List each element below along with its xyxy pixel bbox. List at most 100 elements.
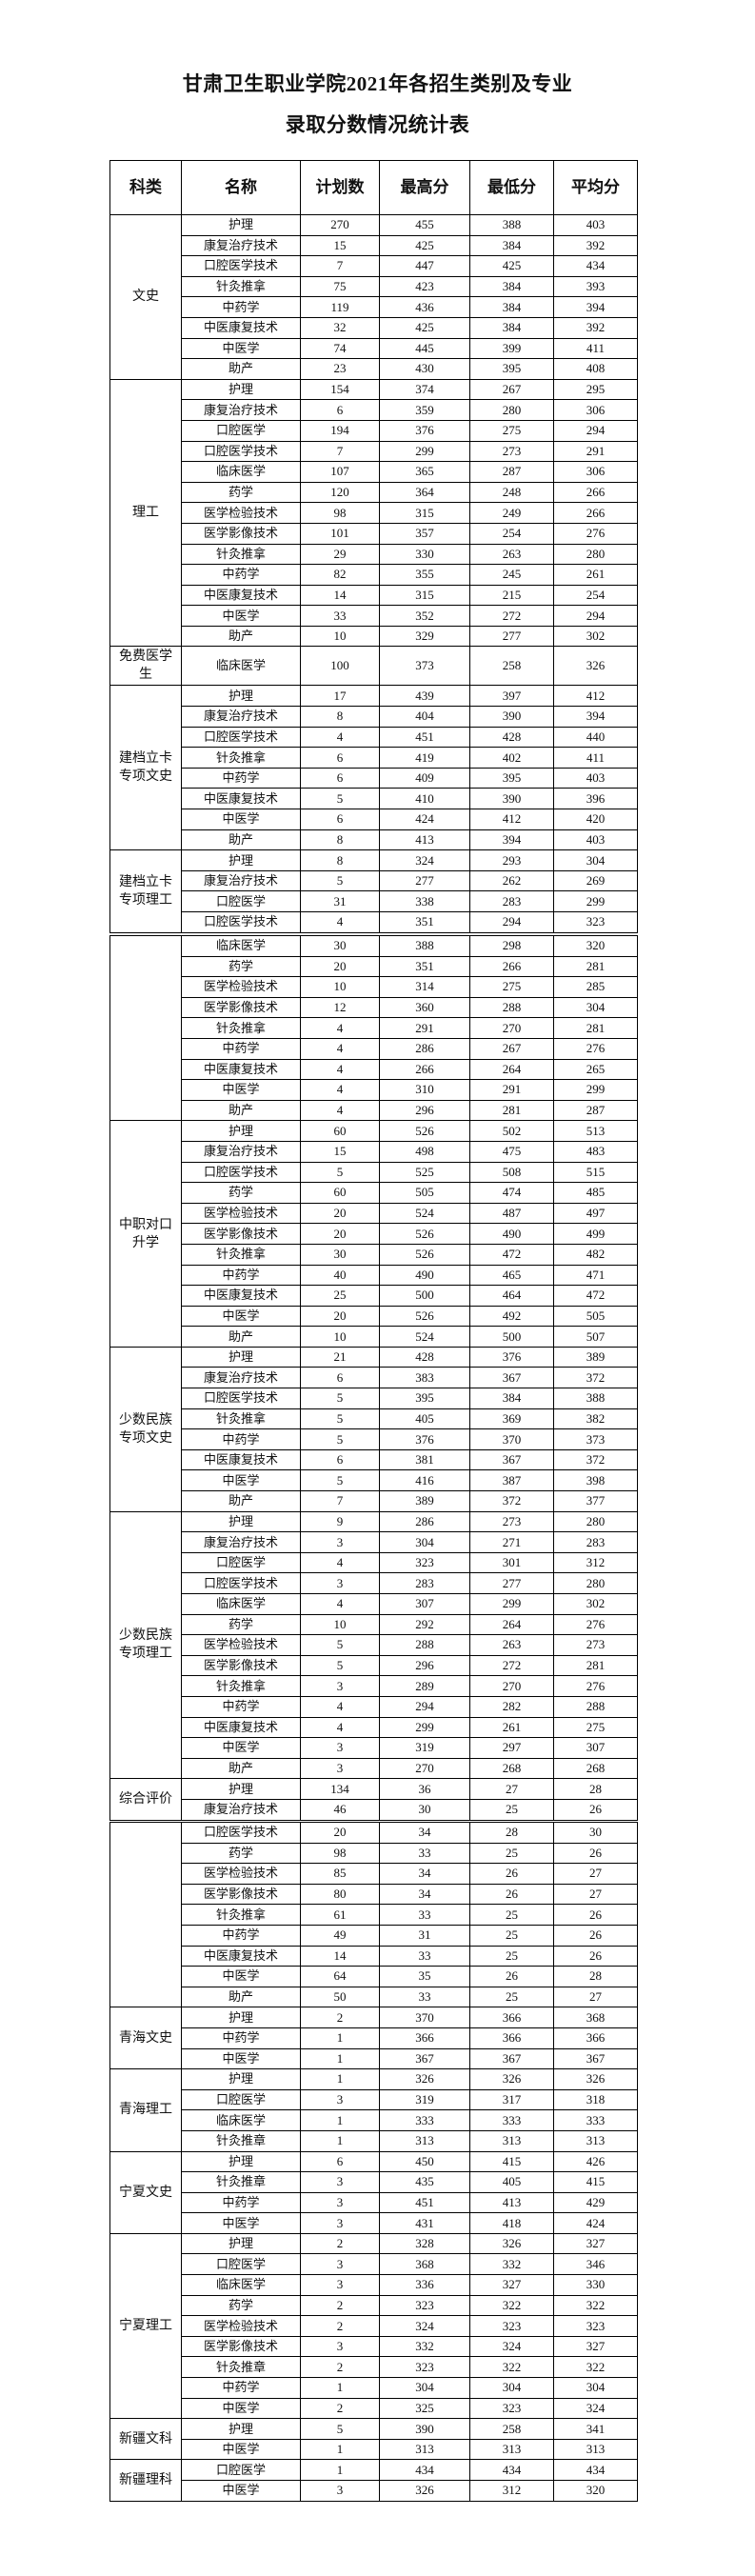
plan-count-cell: 30 [300, 935, 380, 957]
major-name-cell: 口腔医学技术 [181, 726, 301, 749]
plan-count-cell: 20 [300, 1305, 380, 1328]
major-name-cell: 中医康复技术 [181, 1285, 301, 1307]
min-score-cell: 254 [469, 522, 554, 545]
major-name-cell: 口腔医学技术 [181, 1388, 301, 1409]
major-name-cell: 中药学 [181, 1037, 301, 1060]
max-score-cell: 33 [379, 1904, 470, 1926]
max-score-cell: 455 [379, 214, 470, 236]
table-row: 口腔医学技术 4 451 428 440 [110, 726, 638, 749]
avg-score-cell: 394 [553, 296, 638, 318]
major-name-cell: 口腔医学技术 [181, 1161, 301, 1184]
plan-count-cell: 5 [300, 1634, 380, 1656]
max-score-cell: 451 [379, 2191, 470, 2214]
table-row: 助产 7 389 372 377 [110, 1490, 638, 1512]
max-score-cell: 490 [379, 1264, 470, 1287]
table-row: 口腔医学 3 319 317 318 [110, 2088, 638, 2111]
plan-count-cell: 270 [300, 214, 380, 236]
category-cell: 少数民族专项文史 [109, 1346, 182, 1512]
min-score-cell: 323 [469, 2315, 554, 2337]
min-score-cell: 326 [469, 2232, 554, 2255]
min-score-cell: 322 [469, 2294, 554, 2317]
plan-count-cell: 15 [300, 1140, 380, 1163]
plan-count-cell: 1 [300, 2459, 380, 2481]
min-score-cell: 267 [469, 378, 554, 401]
table-row: 新疆文科 护理 5 390 258 341 [109, 2418, 638, 2461]
major-name-cell: 中医学 [181, 2212, 301, 2234]
min-score-cell: 399 [469, 337, 554, 360]
avg-score-cell: 429 [553, 2191, 638, 2214]
table-row: 医学影像技术 5 296 272 281 [110, 1654, 638, 1677]
max-score-cell: 315 [379, 584, 470, 607]
table-row: 口腔医学 4 323 301 312 [110, 1551, 638, 1574]
admission-score-table-page-3: 口腔医学技术 20 34 28 30 药学 98 33 25 26 医学检验技术 85 34 26 27 医学… [109, 1821, 638, 2502]
max-score-cell: 526 [379, 1120, 470, 1142]
max-score-cell: 395 [379, 1388, 470, 1409]
major-name-cell: 中医学 [181, 1737, 301, 1759]
avg-score-cell: 304 [553, 996, 638, 1019]
major-name-cell: 临床医学 [181, 1593, 301, 1615]
table-row: 医学影像技术 101 357 254 276 [110, 522, 638, 545]
min-score-cell: 277 [469, 1572, 554, 1594]
table-row: 口腔医学技术 4 351 294 323 [110, 911, 638, 933]
major-name-cell: 口腔医学技术 [181, 911, 301, 933]
major-name-cell: 针灸推章 [181, 2356, 301, 2379]
table-row: 针灸推章 3 435 405 415 [110, 2171, 638, 2193]
plan-count-cell: 5 [300, 1654, 380, 1677]
plan-count-cell: 75 [300, 275, 380, 298]
major-name-cell: 中医学 [181, 1079, 301, 1101]
max-score-cell: 526 [379, 1243, 470, 1266]
min-score-cell: 28 [469, 1822, 554, 1844]
max-score-cell: 33 [379, 1986, 470, 2008]
table-row: 宁夏文史 护理 6 450 415 426 [109, 2150, 638, 2234]
avg-score-cell: 499 [553, 1223, 638, 1245]
avg-score-cell: 483 [553, 1140, 638, 1163]
table-row: 康复治疗技术 3 304 271 283 [110, 1531, 638, 1553]
plan-count-cell: 9 [300, 1510, 380, 1533]
table-row: 口腔医学技术 7 299 273 291 [110, 440, 638, 463]
avg-score-cell: 341 [553, 2418, 638, 2440]
plan-count-cell: 5 [300, 1428, 380, 1450]
table-row: 口腔医学技术 5 525 508 515 [110, 1161, 638, 1184]
plan-count-cell: 20 [300, 1223, 380, 1245]
table-row: 中医康复技术 4 266 264 265 [110, 1058, 638, 1081]
min-score-cell: 27 [469, 1778, 554, 1800]
category-cell: 青海理工 [109, 2068, 182, 2152]
min-score-cell: 367 [469, 2047, 554, 2070]
major-name-cell: 护理 [181, 1120, 301, 1142]
min-score-cell: 273 [469, 1510, 554, 1533]
max-score-cell: 34 [379, 1863, 470, 1885]
plan-count-cell: 10 [300, 1326, 380, 1348]
plan-count-cell: 64 [300, 1966, 380, 1987]
min-score-cell: 263 [469, 1634, 554, 1656]
major-name-cell: 口腔医学技术 [181, 1822, 301, 1844]
min-score-cell: 366 [469, 2027, 554, 2049]
table-row: 文史 护理 270 455 388 403 [109, 214, 638, 380]
table-row: 医学影像技术 80 34 26 27 [110, 1883, 638, 1906]
max-score-cell: 388 [379, 935, 470, 957]
major-name-cell: 药学 [181, 481, 301, 504]
plan-count-cell: 7 [300, 1490, 380, 1512]
max-score-cell: 505 [379, 1182, 470, 1204]
plan-count-cell: 4 [300, 1058, 380, 1081]
plan-count-cell: 4 [300, 726, 380, 749]
min-score-cell: 283 [469, 890, 554, 912]
table-row: 中医学 5 416 387 398 [110, 1469, 638, 1492]
admission-score-table-page-1: 科类 名称 计划数 最高分 最低分 平均分 文史 护理 270 455 388 403 康复治疗技术 15… [109, 160, 638, 933]
avg-score-cell: 515 [553, 1161, 638, 1184]
min-score-cell: 412 [469, 809, 554, 830]
avg-score-cell: 302 [553, 1593, 638, 1615]
plan-count-cell: 20 [300, 955, 380, 978]
plan-count-cell: 20 [300, 1822, 380, 1844]
category-cell: 宁夏理工 [109, 2232, 182, 2420]
major-name-cell: 医学检验技术 [181, 1863, 301, 1885]
plan-count-cell: 4 [300, 1716, 380, 1739]
plan-count-cell: 4 [300, 1017, 380, 1039]
table-row: 口腔医学技术 3 283 277 280 [110, 1572, 638, 1594]
avg-score-cell: 26 [553, 1924, 638, 1947]
major-name-cell: 医学检验技术 [181, 502, 301, 524]
major-name-cell: 医学检验技术 [181, 2315, 301, 2337]
avg-score-cell: 497 [553, 1202, 638, 1225]
max-score-cell: 304 [379, 1531, 470, 1553]
major-name-cell: 康复治疗技术 [181, 1367, 301, 1389]
min-score-cell: 327 [469, 2274, 554, 2296]
